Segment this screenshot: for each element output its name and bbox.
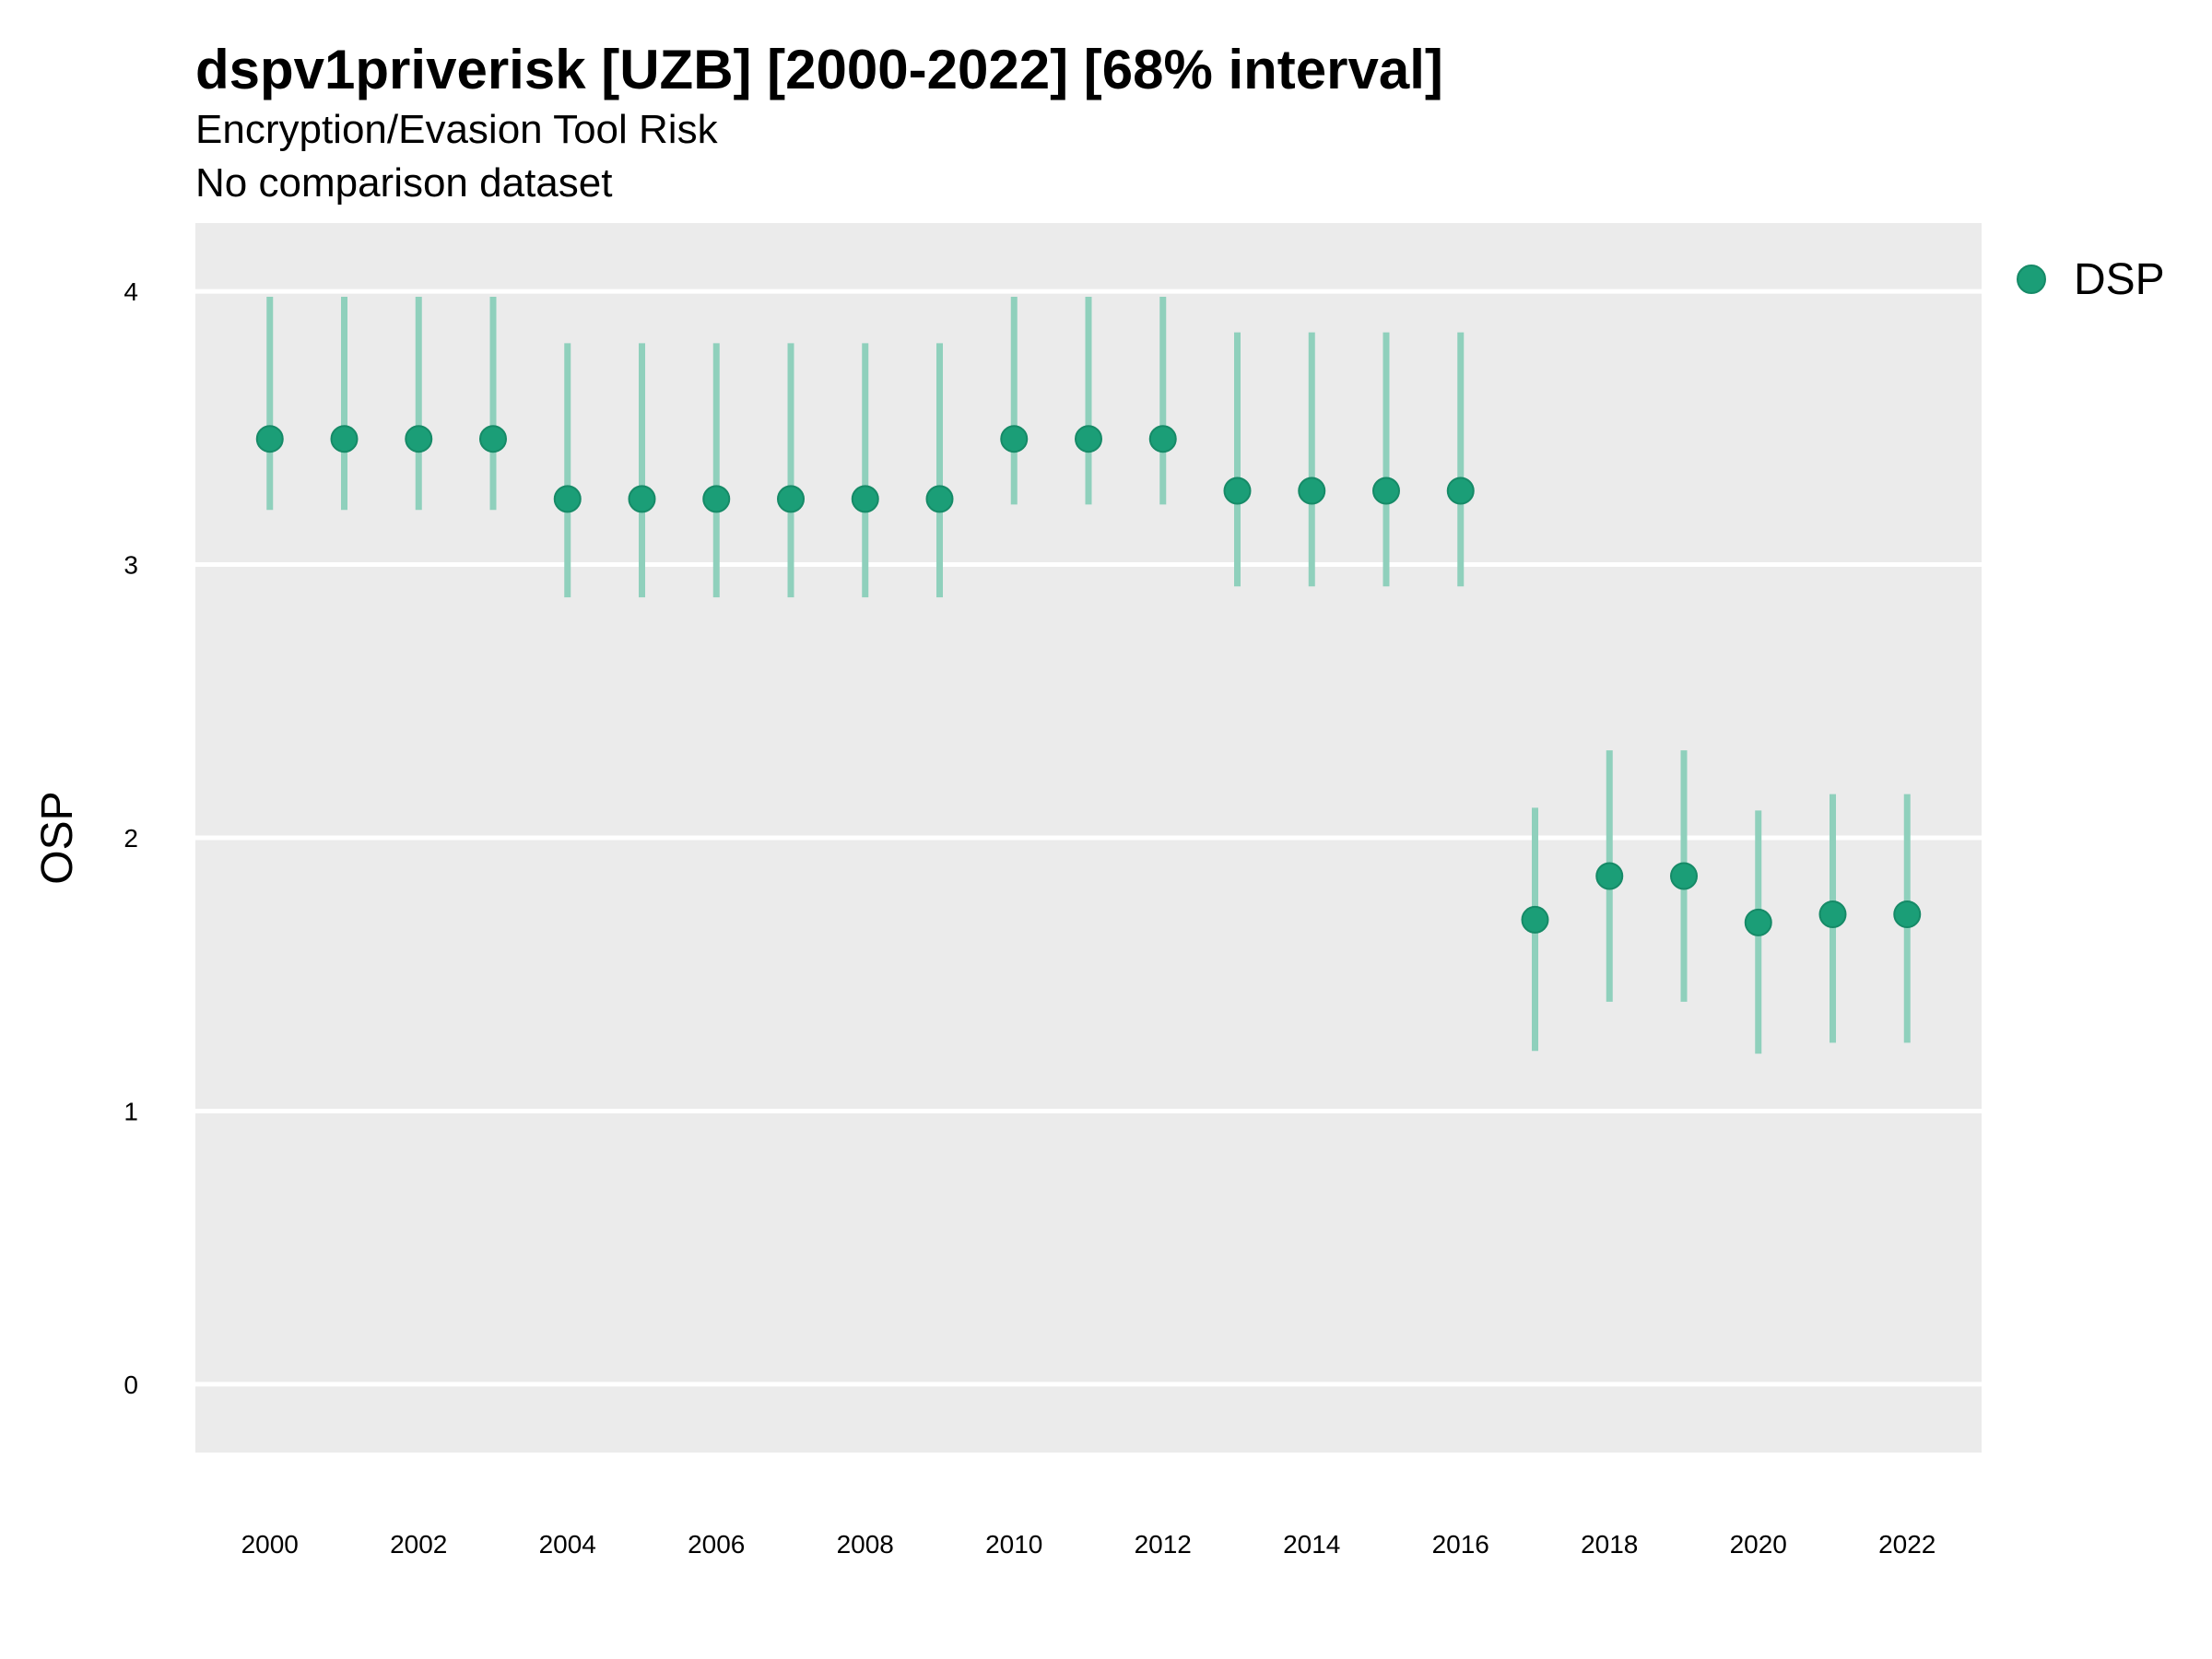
x-tick-label-2016: 2016	[1432, 1530, 1489, 1559]
point-dsp-2016	[1446, 477, 1475, 505]
x-tick-label-2014: 2014	[1283, 1530, 1340, 1559]
point-dsp-2011	[1075, 425, 1102, 453]
point-dsp-2002	[405, 425, 433, 453]
point-dsp-2003	[479, 425, 507, 453]
y-tick-label-1: 1	[124, 1097, 138, 1125]
x-tick-label-2012: 2012	[1135, 1530, 1192, 1559]
chart-title: dspv1priverisk [UZB] [2000-2022] [68% in…	[195, 39, 1443, 100]
point-dsp-2010	[1000, 425, 1029, 453]
y-tick-label-2: 2	[124, 824, 138, 853]
y-tick-labels: 0 1 2 3 4	[124, 277, 138, 1399]
x-tick-labels: 2000 2002 2004 2006 2008 2010 2012 2014 2016 2018…	[241, 1530, 1936, 1559]
point-dsp-2001	[330, 425, 359, 453]
point-dsp-2013	[1223, 477, 1252, 505]
point-dsp-2018	[1595, 862, 1624, 890]
x-tick-label-2006: 2006	[688, 1530, 745, 1559]
legend-key-dsp	[2017, 265, 2046, 294]
x-tick-label-2020: 2020	[1730, 1530, 1787, 1559]
x-tick-label-2002: 2002	[390, 1530, 447, 1559]
point-dsp-2006	[702, 485, 731, 513]
chart-caption-line: No comparison dataset	[195, 160, 612, 206]
point-dsp-2004	[553, 485, 582, 513]
point-dsp-2012	[1148, 425, 1177, 453]
point-dsp-2007	[777, 485, 805, 513]
point-dsp-2021	[1818, 900, 1847, 929]
x-tick-label-2010: 2010	[985, 1530, 1042, 1559]
x-tick-label-2022: 2022	[1878, 1530, 1936, 1559]
point-dsp-2008	[851, 485, 879, 513]
point-dsp-2017	[1521, 905, 1549, 934]
point-dsp-2014	[1298, 477, 1326, 505]
point-dsp-2000	[255, 425, 284, 453]
point-dsp-2019	[1670, 862, 1698, 890]
x-tick-label-2000: 2000	[241, 1530, 299, 1559]
chart-subtitle: Encryption/Evasion Tool Risk	[195, 107, 719, 152]
x-tick-label-2004: 2004	[539, 1530, 596, 1559]
y-tick-label-4: 4	[124, 277, 138, 306]
legend: DSP	[2017, 255, 2165, 304]
y-tick-label-3: 3	[124, 551, 138, 580]
data-points	[255, 425, 1922, 936]
y-tick-label-0: 0	[124, 1371, 138, 1399]
legend-label-dsp: DSP	[2074, 255, 2165, 304]
point-dsp-2022	[1893, 900, 1922, 929]
point-dsp-2015	[1372, 477, 1400, 505]
x-tick-label-2018: 2018	[1581, 1530, 1638, 1559]
point-dsp-2005	[628, 485, 656, 513]
point-dsp-2020	[1744, 908, 1772, 936]
y-axis-title: OSP	[33, 791, 82, 884]
point-dsp-2009	[925, 485, 954, 513]
x-tick-label-2008: 2008	[837, 1530, 894, 1559]
